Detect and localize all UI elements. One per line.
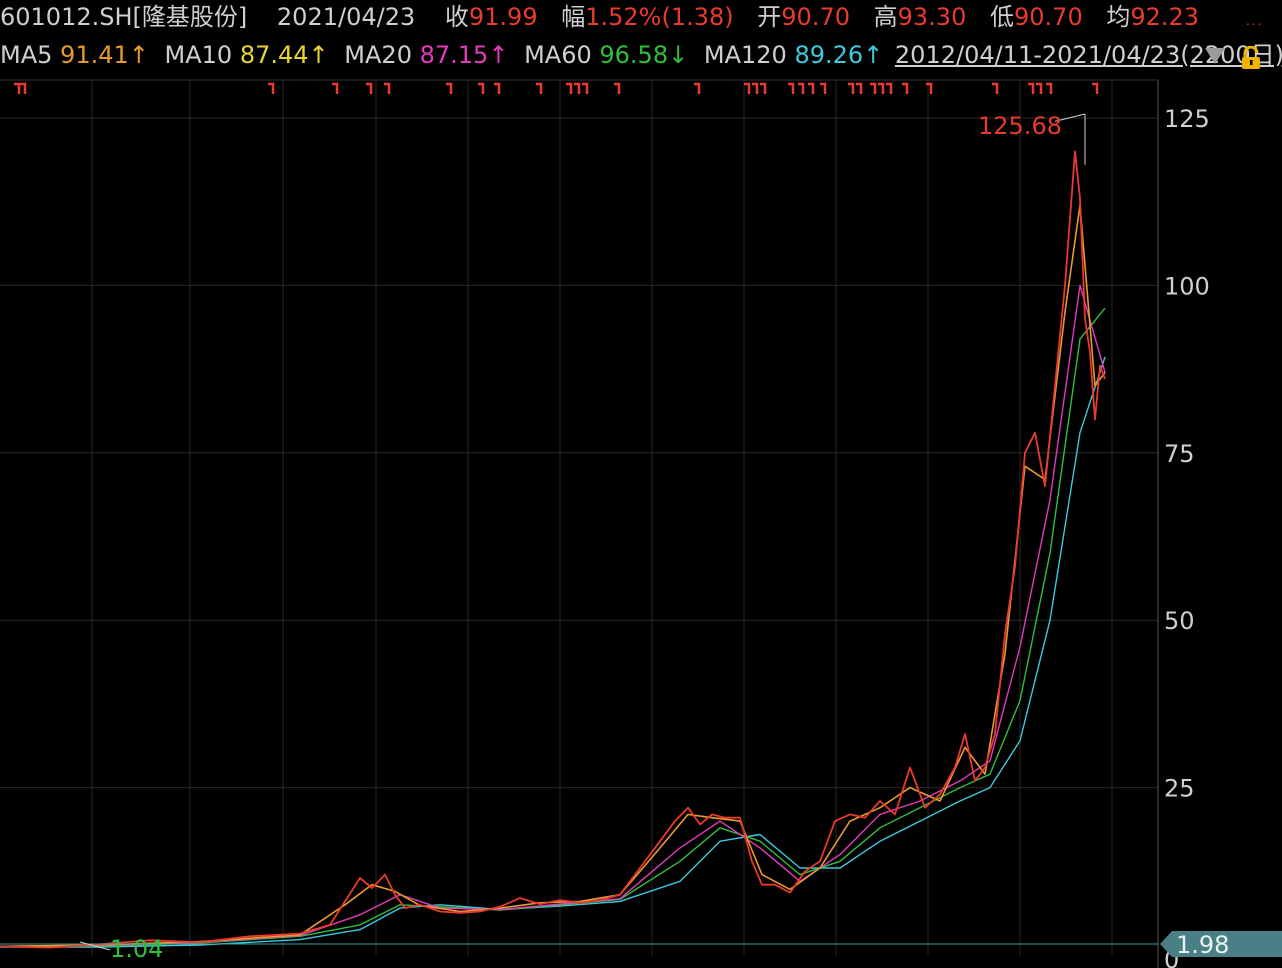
max-price-label: 125.68: [978, 112, 1062, 140]
signal-marker: [760, 82, 767, 94]
signal-marker: [902, 82, 909, 94]
series-line-ma120: [0, 356, 1106, 948]
y-tick-label: 75: [1164, 440, 1195, 468]
signal-marker: [992, 82, 999, 94]
avg-value: 92.23: [1130, 3, 1200, 31]
max-leader-line: [1054, 113, 1086, 122]
quote-date: 2021/04/23: [276, 3, 416, 31]
y-tick-label: 125: [1164, 105, 1210, 133]
signal-marker: [536, 82, 543, 94]
current-price-label: 1.98: [1176, 931, 1229, 959]
signal-marker: [478, 82, 485, 94]
quote-header: 601012.SH[隆基股份] 2021/04/23 收91.99 幅1.52%…: [0, 0, 1199, 36]
signal-marker: [1036, 82, 1043, 94]
ma-legend-bar: MA5 91.41↑ MA10 87.44↑ MA20 87.15↑ MA60 …: [0, 38, 1282, 76]
low-label: 低: [990, 3, 1014, 31]
signal-marker: [384, 82, 391, 94]
signal-marker: [848, 82, 855, 94]
y-tick-label: 50: [1164, 607, 1195, 635]
ma20-value: 87.15↑: [419, 41, 509, 69]
signal-marker: [494, 82, 501, 94]
signal-marker: [268, 82, 275, 94]
signal-marker: [926, 82, 933, 94]
signal-marker: [788, 82, 795, 94]
ma5-value: 91.41↑: [60, 41, 149, 69]
change-label: 幅: [561, 3, 586, 31]
ma10-label[interactable]: MA10: [164, 41, 233, 69]
avg-label: 均: [1106, 3, 1131, 31]
signal-marker: [574, 82, 581, 94]
more-dots-icon[interactable]: ...: [1246, 14, 1264, 28]
chevron-down-icon[interactable]: [1204, 46, 1226, 66]
close-label: 收: [444, 3, 469, 31]
stock-code[interactable]: 601012.SH[隆基股份]: [0, 3, 248, 31]
chart-annotations: 125.68 1.98 1.04: [0, 112, 1282, 963]
signal-marker: [798, 82, 805, 94]
signal-marker: [446, 82, 453, 94]
change-value: 1.52%(1.38): [585, 3, 734, 31]
min-price-label: 1.04: [110, 935, 163, 963]
signal-marker: [886, 82, 893, 94]
ma60-value: 96.58↓: [599, 41, 689, 69]
ma20-label[interactable]: MA20: [344, 41, 412, 69]
ma5-label[interactable]: MA5: [0, 41, 53, 69]
signal-marker: [366, 82, 373, 94]
y-tick-label: 25: [1164, 775, 1195, 803]
y-tick-label: 100: [1164, 272, 1210, 300]
high-label: 高: [873, 3, 898, 31]
ma120-value: 89.26↑: [794, 41, 884, 69]
open-value: 90.70: [781, 3, 850, 31]
min-leader-line: [79, 941, 111, 951]
ma60-label[interactable]: MA60: [524, 41, 592, 69]
current-price-marker: [1160, 931, 1282, 957]
series-line-price: [0, 150, 1106, 949]
signal-marker: [14, 82, 21, 94]
signal-marker: [566, 82, 573, 94]
signal-marker: [744, 82, 751, 94]
series-line-ma60: [0, 307, 1106, 947]
open-label: 开: [757, 3, 782, 31]
signal-marker: [582, 82, 589, 94]
signal-marker: [1028, 82, 1035, 94]
ma120-label[interactable]: MA120: [703, 41, 787, 69]
chart-series: [0, 150, 1106, 949]
signal-marker: [870, 82, 877, 94]
signal-marker: [614, 82, 621, 94]
signal-marker: [20, 82, 27, 94]
signal-marker: [694, 82, 701, 94]
low-value: 90.70: [1014, 3, 1083, 31]
series-line-ma5: [0, 204, 1106, 948]
signal-marker: [752, 82, 759, 94]
lock-icon[interactable]: [1240, 46, 1262, 70]
signal-marker: [856, 82, 863, 94]
chart-grid: [0, 79, 1159, 968]
trade-signal-markers: [14, 82, 1099, 94]
series-line-ma20: [0, 284, 1106, 947]
signal-marker: [1092, 82, 1099, 94]
ma10-value: 87.44↑: [239, 41, 329, 69]
signal-marker: [878, 82, 885, 94]
close-value: 91.99: [468, 3, 538, 31]
signal-marker: [820, 82, 827, 94]
high-value: 93.30: [897, 3, 967, 31]
signal-marker: [808, 82, 815, 94]
signal-marker: [332, 82, 339, 94]
signal-marker: [1046, 82, 1053, 94]
